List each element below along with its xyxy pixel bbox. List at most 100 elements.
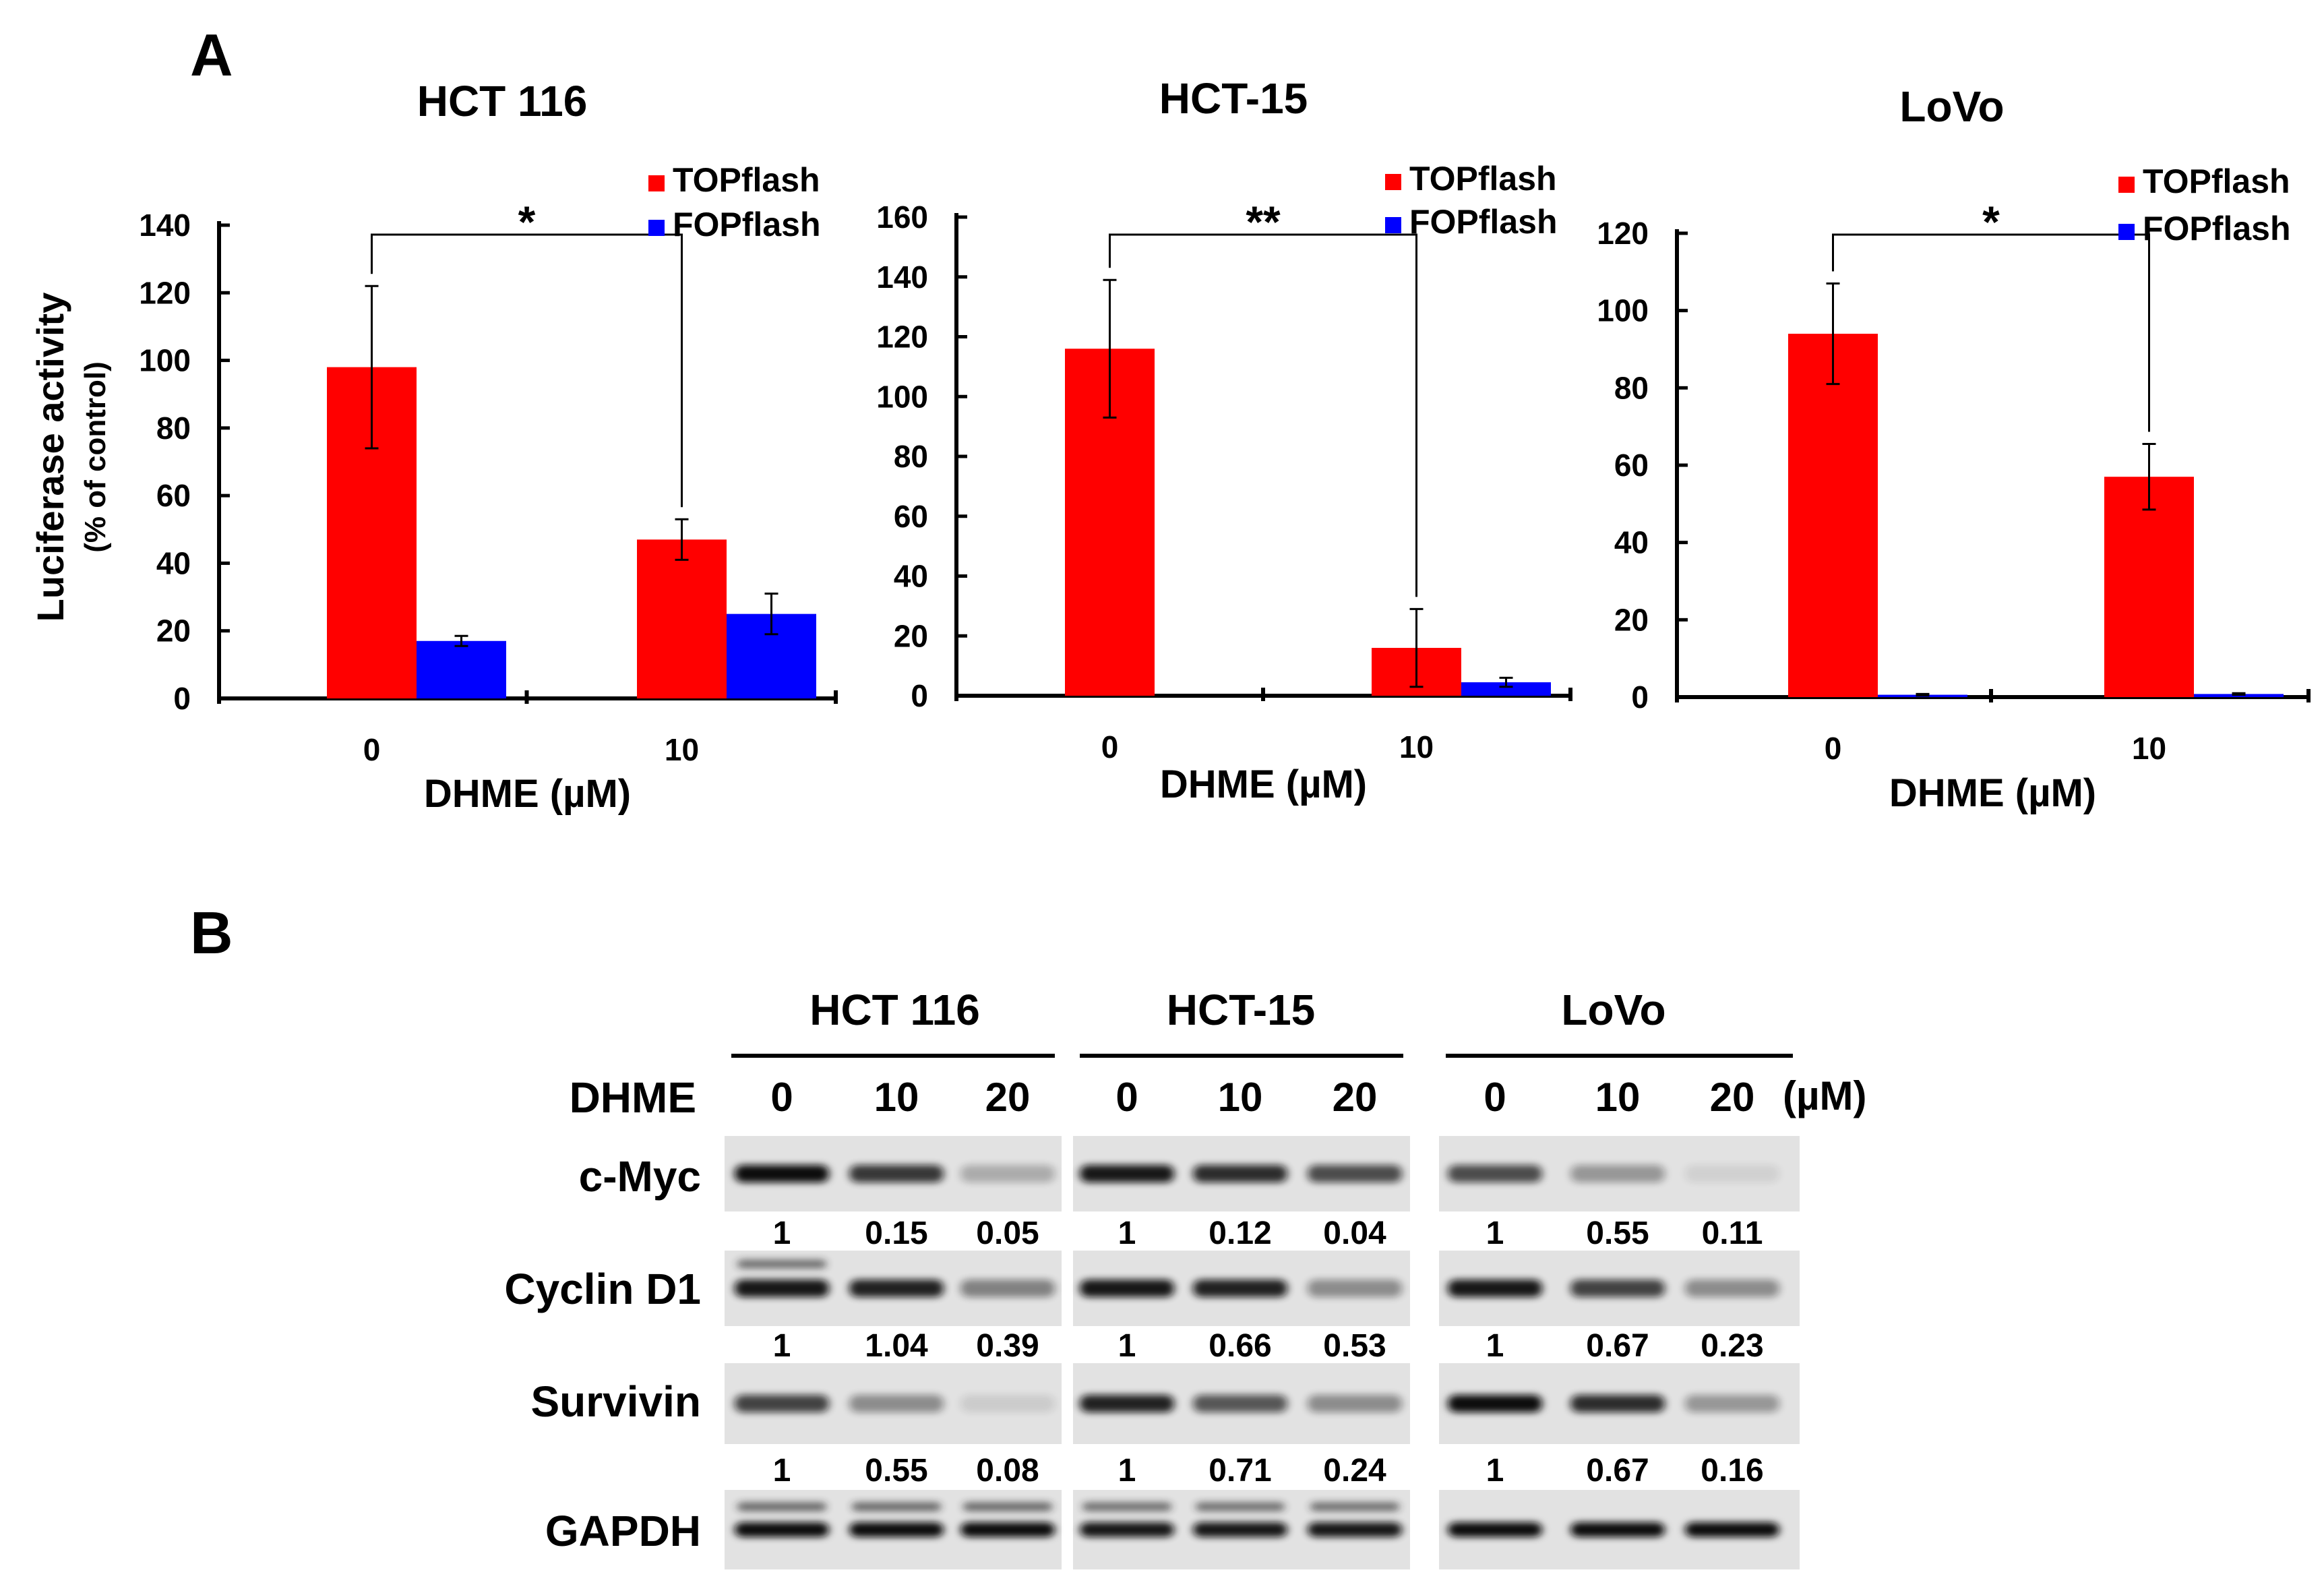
blot-quant-value: 0.23 xyxy=(1701,1328,1763,1364)
blot-cell-line-label: HCT-15 xyxy=(1167,986,1316,1034)
blot-band-upper xyxy=(1196,1502,1285,1511)
blot-quant-value: 0.66 xyxy=(1209,1328,1271,1364)
blot-quant-value: 0.55 xyxy=(865,1453,927,1489)
legend-swatch-fopflash xyxy=(2118,224,2135,240)
blot-band xyxy=(960,1280,1055,1297)
blot-quant-value: 0.08 xyxy=(976,1453,1039,1489)
y-tick-label: 40 xyxy=(156,545,191,580)
blot-band xyxy=(1080,1280,1174,1297)
legend-label-fopflash: FOPflash xyxy=(2143,210,2290,247)
y-tick-label: 20 xyxy=(156,613,191,649)
blot-band xyxy=(1570,1522,1665,1537)
bar-fopflash xyxy=(1461,682,1551,696)
y-tick-label: 160 xyxy=(876,200,928,235)
bar-fopflash xyxy=(417,640,506,698)
x-tick-label: 0 xyxy=(363,732,381,767)
blot-band-upper xyxy=(737,1502,826,1511)
blot-dose-label: 10 xyxy=(1595,1075,1641,1120)
x-axis-label: DHME (µM) xyxy=(424,772,631,816)
blot-protein-label: Cyclin D1 xyxy=(504,1265,701,1313)
blot-quant-value: 0.12 xyxy=(1209,1216,1271,1251)
blot-band xyxy=(1448,1280,1542,1297)
blot-quant-value: 0.15 xyxy=(865,1216,927,1251)
blot-band xyxy=(735,1522,829,1537)
chart-hct15: HCT-15 0 20 40 60 80 100 120 140 160 0 10 DHME (µM) *… xyxy=(876,74,1572,806)
blot-quant-value: 1 xyxy=(1486,1328,1504,1364)
significance-bracket xyxy=(1832,233,2150,432)
blot-protein-label: GAPDH xyxy=(545,1507,701,1555)
x-axis-label: DHME (µM) xyxy=(1160,762,1367,806)
blot-protein-label: Survivin xyxy=(530,1377,701,1426)
blot-dose-label: 0 xyxy=(1115,1075,1138,1120)
y-tick-label: 140 xyxy=(876,260,928,295)
blot-band xyxy=(1193,1395,1287,1412)
blot-quant-value: 0.24 xyxy=(1323,1453,1386,1489)
blot-dose-label: 10 xyxy=(1218,1075,1263,1120)
blot-dose-label: 0 xyxy=(770,1075,793,1120)
chart-title: LoVo xyxy=(1899,82,2004,131)
chart-hct116: HCT 116 0 20 40 60 80 100 120 140 0 10 DHME (µM) * TO… xyxy=(29,77,838,816)
legend-label-fopflash: FOPflash xyxy=(1409,203,1557,241)
y-axis-sublabel: (% of control) xyxy=(79,361,112,553)
blot-quant-value: 0.16 xyxy=(1701,1453,1763,1489)
x-tick-label: 10 xyxy=(1399,729,1434,764)
blot-band-upper xyxy=(963,1502,1052,1511)
y-tick-label: 40 xyxy=(1614,525,1649,560)
blot-quant-value: 1 xyxy=(773,1453,791,1489)
y-tick-label: 60 xyxy=(894,499,928,534)
y-tick-label: 120 xyxy=(139,275,191,310)
blot-unit-label: (µM) xyxy=(1783,1073,1867,1118)
blot-band-upper xyxy=(852,1502,941,1511)
blot-band-upper xyxy=(737,1259,826,1269)
blot-treatment-label: DHME xyxy=(570,1073,696,1122)
blot-band xyxy=(849,1395,944,1412)
blot-band xyxy=(1308,1280,1402,1297)
blot-quant-value: 1 xyxy=(773,1328,791,1364)
blot-band xyxy=(1308,1395,1402,1412)
significance-bracket xyxy=(371,233,683,508)
y-tick-label: 20 xyxy=(894,618,928,653)
legend-swatch-fopflash xyxy=(648,220,665,236)
y-axis-label: Luciferase activity xyxy=(29,293,71,622)
panel-b-label: B xyxy=(190,899,233,966)
blot-band xyxy=(735,1395,829,1412)
x-tick-label: 0 xyxy=(1825,731,1842,766)
blot-quant-value: 1 xyxy=(1118,1216,1136,1251)
x-tick-label: 10 xyxy=(665,732,699,767)
y-tick-label: 20 xyxy=(1614,602,1649,637)
y-tick-label: 140 xyxy=(139,208,191,243)
blot-band xyxy=(1570,1165,1665,1182)
blot-quant-value: 0.67 xyxy=(1586,1328,1649,1364)
blot-quant-value: 0.11 xyxy=(1702,1216,1763,1251)
y-tick-label: 120 xyxy=(876,320,928,355)
blot-quant-value: 1 xyxy=(1118,1328,1136,1364)
blot-band xyxy=(1080,1522,1174,1537)
blot-quant-value: 0.04 xyxy=(1323,1216,1386,1251)
legend-swatch-topflash xyxy=(648,175,665,191)
blot-band xyxy=(1685,1522,1779,1537)
blot-band xyxy=(849,1522,944,1537)
blot-band xyxy=(1685,1280,1779,1297)
chart-title: HCT 116 xyxy=(417,77,588,125)
blot-cell-line-label: HCT 116 xyxy=(809,986,980,1034)
blot-band xyxy=(1685,1165,1779,1182)
significance-bracket xyxy=(1109,233,1417,597)
legend-swatch-topflash xyxy=(2118,177,2135,193)
blot-band-upper xyxy=(1082,1502,1171,1511)
y-tick-label: 80 xyxy=(894,439,928,474)
blot-band-upper xyxy=(1310,1502,1399,1511)
blot-quant-value: 1 xyxy=(1486,1216,1504,1251)
blot-band xyxy=(1193,1522,1287,1537)
blot-quant-value: 0.55 xyxy=(1586,1216,1649,1251)
blot-quant-value: 0.67 xyxy=(1586,1453,1649,1489)
y-tick-label: 80 xyxy=(1614,370,1649,405)
blot-band xyxy=(1448,1395,1542,1412)
x-axis-label: DHME (µM) xyxy=(1889,771,2096,815)
blot-dose-label: 20 xyxy=(1333,1075,1378,1120)
y-tick-label: 100 xyxy=(139,343,191,378)
blot-protein-label: c-Myc xyxy=(579,1152,701,1201)
bar-topflash xyxy=(1788,334,1878,698)
y-tick-label: 100 xyxy=(876,379,928,414)
blot-band xyxy=(1193,1280,1287,1297)
